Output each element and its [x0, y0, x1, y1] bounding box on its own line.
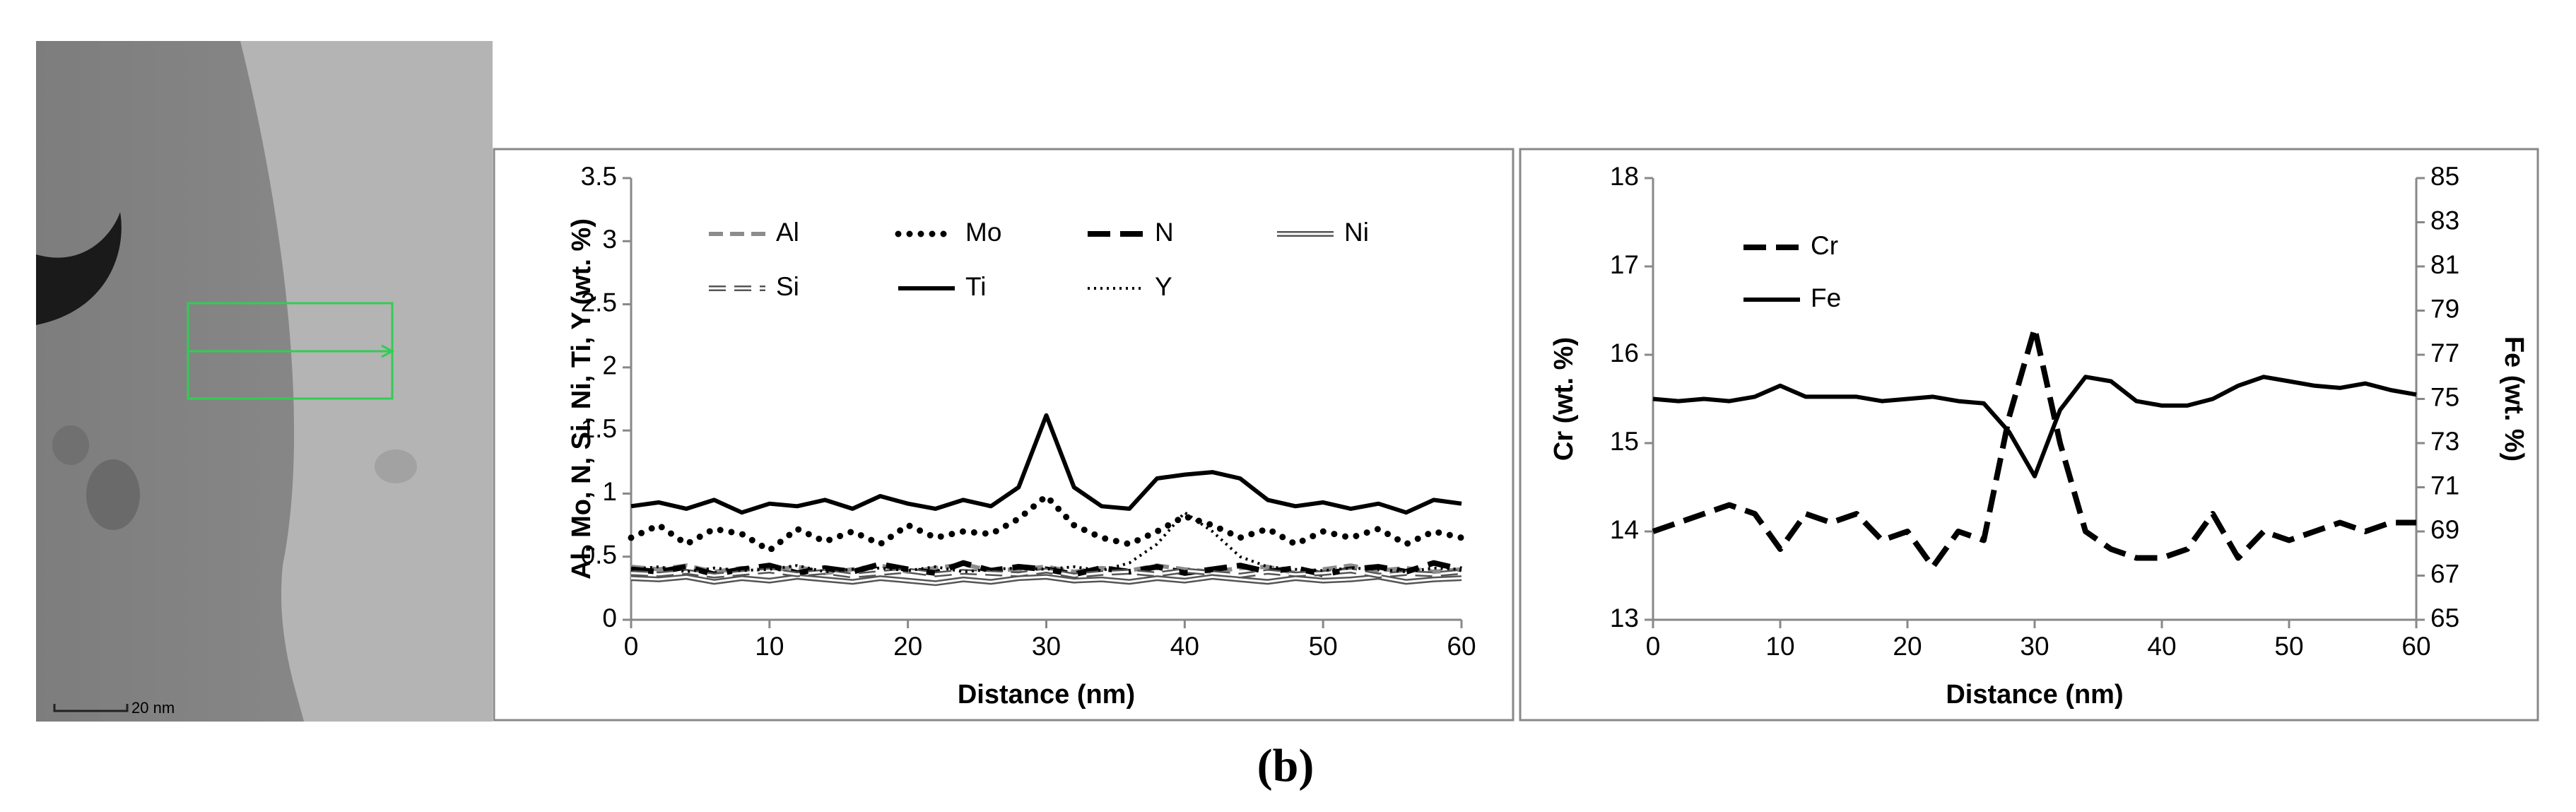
line-inner: [630, 569, 1462, 577]
x-tick-label: 10: [1765, 632, 1794, 661]
legend-label: Y: [1155, 272, 1172, 301]
y2-tick-label: 69: [2430, 515, 2459, 544]
x-tick-label: 60: [2401, 632, 2430, 661]
x-tick-label: 40: [1170, 632, 1199, 661]
x-tick-label: 10: [755, 632, 784, 661]
y2-tick-label: 65: [2430, 604, 2459, 632]
y2-tick-label: 77: [2430, 339, 2459, 367]
y2-tick-label: 81: [2430, 250, 2459, 279]
scan-arrow: [381, 344, 395, 358]
legend-label: Ti: [965, 272, 986, 301]
x-tick-label: 60: [1447, 632, 1476, 661]
y-tick-label: 15: [1610, 427, 1639, 456]
line: [1652, 325, 2416, 570]
y-tick-label: 14: [1610, 515, 1639, 544]
line: [628, 493, 1465, 554]
chart-frame: [493, 148, 1515, 722]
micrograph-light-region: [240, 41, 493, 722]
legend-label: Mo: [965, 218, 1001, 247]
y-tick-label: 3.5: [581, 162, 617, 191]
micrograph-particle: [86, 459, 140, 530]
y2-tick-label: 75: [2430, 382, 2459, 411]
y2-tick-label: 83: [2430, 206, 2459, 235]
x-tick-label: 0: [1646, 632, 1661, 661]
y-axis-title: Al, Mo, N, Si, Ni, Ti, Y (wt. %): [567, 218, 596, 579]
chart-frame: [1519, 148, 2539, 722]
y-tick-label: 2.5: [581, 288, 617, 317]
y2-tick-label: 67: [2430, 559, 2459, 588]
micrograph-particle: [375, 449, 417, 483]
legend-label: Cr: [1811, 231, 1838, 260]
x-tick-label: 40: [2147, 632, 2176, 661]
y-tick-label: 1: [602, 477, 617, 506]
x-axis-title: Distance (nm): [958, 680, 1135, 710]
y2-tick-label: 71: [2430, 471, 2459, 500]
scale-bar: [53, 704, 129, 712]
y-tick-label: 1.5: [581, 414, 617, 443]
x-tick-label: 20: [1893, 632, 1922, 661]
y-tick-label: 17: [1610, 250, 1639, 279]
legend-label: Ni: [1344, 218, 1369, 247]
y-tick-label: 16: [1610, 339, 1639, 367]
legend-label: Al: [776, 218, 799, 247]
x-tick-label: 50: [2274, 632, 2303, 661]
x-tick-label: 50: [1309, 632, 1338, 661]
x-tick-label: 30: [1032, 632, 1061, 661]
y2-tick-label: 85: [2430, 162, 2459, 191]
y-tick-label: 0: [602, 604, 617, 632]
x-tick-label: 20: [893, 632, 922, 661]
y-tick-label: 18: [1610, 162, 1639, 191]
legend-label: Si: [776, 272, 799, 301]
line-inner: [630, 575, 1462, 584]
micrograph-particle: [52, 425, 89, 465]
y-tick-label: 13: [1610, 604, 1639, 632]
caption: (b): [1257, 740, 1315, 792]
scale-bar-label: 20 nm: [131, 699, 175, 717]
legend-label: N: [1155, 218, 1174, 247]
y2-axis-title: Fe (wt. %): [2499, 336, 2529, 461]
line: [630, 413, 1462, 515]
x-tick-label: 0: [624, 632, 639, 661]
micrograph: 20 nm: [36, 41, 493, 722]
y2-tick-label: 79: [2430, 294, 2459, 323]
y-axis-title: Cr (wt. %): [1549, 337, 1579, 461]
x-tick-label: 30: [2020, 632, 2049, 661]
x-axis-title: Distance (nm): [1946, 680, 2123, 710]
y-tick-label: 0.5: [581, 540, 617, 569]
micrograph-dark-feature: [36, 212, 122, 325]
y-tick-label: 3: [602, 225, 617, 254]
y-tick-label: 2: [602, 351, 617, 380]
line: [1652, 375, 2417, 478]
legend-label: Fe: [1811, 283, 1841, 312]
y2-tick-label: 73: [2430, 427, 2459, 456]
